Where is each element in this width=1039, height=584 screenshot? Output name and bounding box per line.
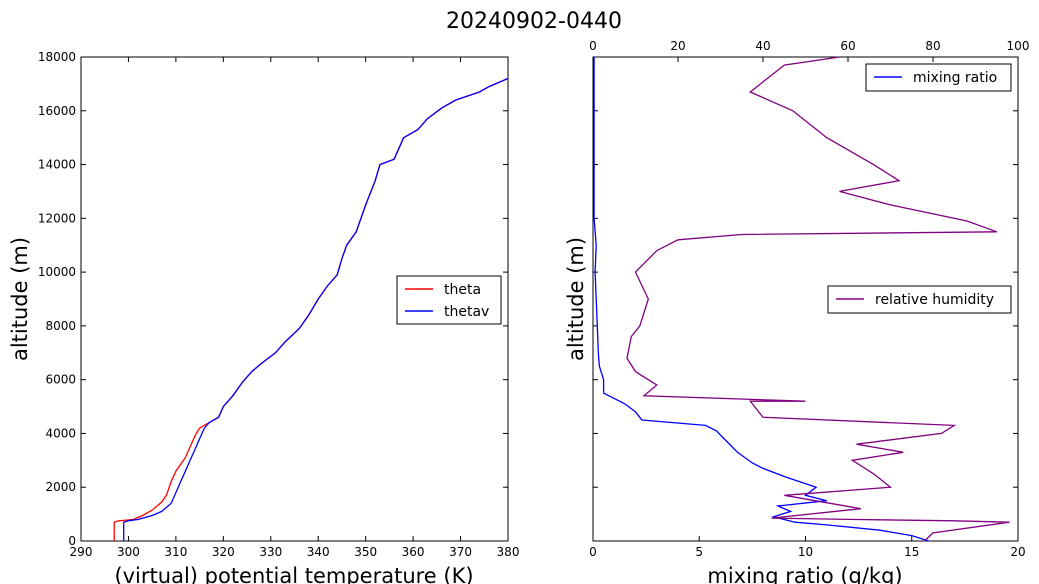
left-x-tick-label: 350 (354, 545, 377, 559)
left-y-tick-label: 2000 (45, 480, 76, 494)
legend-thetav-label: thetav (444, 304, 489, 320)
right-top-tick-label: 40 (755, 39, 770, 53)
series-line-relative-humidity (626, 56, 1010, 542)
left-legend-box (396, 275, 502, 325)
left-y-tick-label: 0 (68, 534, 76, 548)
moisture-chart: 0 5 10 15 20 0 20 40 60 80 100 mixing ratio (g/kg… (564, 39, 1029, 584)
right-top-x-ticks: 0 20 40 60 80 100 (589, 39, 1029, 62)
right-x-tick-label: 20 (1010, 545, 1025, 559)
left-x-tick-label: 360 (402, 545, 425, 559)
left-y-tick-label: 18000 (38, 50, 76, 64)
left-plot-frame (80, 56, 509, 542)
right-top-tick-label: 100 (1007, 39, 1030, 53)
left-y-tick-label: 8000 (45, 319, 76, 333)
left-y-tick-label: 12000 (38, 211, 76, 225)
right-top-tick-label: 80 (925, 39, 940, 53)
left-series-lines (113, 77, 509, 541)
right-series-lines (593, 56, 1010, 542)
right-x-axis-label: mixing ratio (g/kg) (707, 564, 902, 584)
right-x-tick-label: 5 (695, 545, 703, 559)
left-x-tick-label: 380 (497, 545, 520, 559)
left-x-tick-label: 370 (449, 545, 472, 559)
left-x-axis-label: (virtual) potential temperature (K) (114, 564, 473, 584)
right-bottom-x-ticks: 0 5 10 15 20 (589, 536, 1026, 559)
left-x-tick-label: 340 (307, 545, 330, 559)
figure-title: 20240902-0440 (446, 9, 622, 34)
left-x-tick-label: 290 (70, 545, 93, 559)
left-y-tick-label: 6000 (45, 373, 76, 387)
series-line-mixing-ratio (593, 57, 929, 542)
left-x-tick-label: 300 (117, 545, 140, 559)
left-x-tick-label: 330 (259, 545, 282, 559)
left-x-tick-label: 320 (212, 545, 235, 559)
series-line-thetav (123, 77, 509, 541)
left-y-tick-label: 14000 (38, 158, 76, 172)
left-legend: theta thetav (396, 275, 502, 325)
temperature-chart: 290 300 310 320 330 340 350 360 370 380 0 2000 4000… (8, 50, 519, 584)
left-y-ticks: 0 2000 4000 6000 8000 10000 12000 14000 16000 180… (38, 50, 508, 548)
legend-theta-label: theta (444, 282, 481, 298)
right-y-axis-label: altitude (m) (564, 237, 588, 361)
left-y-tick-label: 10000 (38, 265, 76, 279)
left-y-axis-label: altitude (m) (8, 237, 32, 361)
mixing-ratio-legend: mixing ratio (865, 63, 1012, 92)
right-top-tick-label: 20 (670, 39, 685, 53)
left-y-tick-label: 16000 (38, 104, 76, 118)
right-top-tick-label: 0 (589, 39, 597, 53)
left-x-tick-label: 310 (164, 545, 187, 559)
legend-relative-humidity-label: relative humidity (875, 292, 994, 308)
right-x-tick-label: 10 (798, 545, 813, 559)
left-x-ticks: 290 300 310 320 330 340 350 360 370 380 (70, 57, 520, 559)
right-x-tick-label: 0 (589, 545, 597, 559)
legend-mixing-ratio-label: mixing ratio (913, 70, 997, 86)
right-x-tick-label: 15 (904, 545, 919, 559)
relative-humidity-legend: relative humidity (827, 285, 1012, 314)
right-top-tick-label: 60 (840, 39, 855, 53)
left-y-tick-label: 4000 (45, 426, 76, 440)
